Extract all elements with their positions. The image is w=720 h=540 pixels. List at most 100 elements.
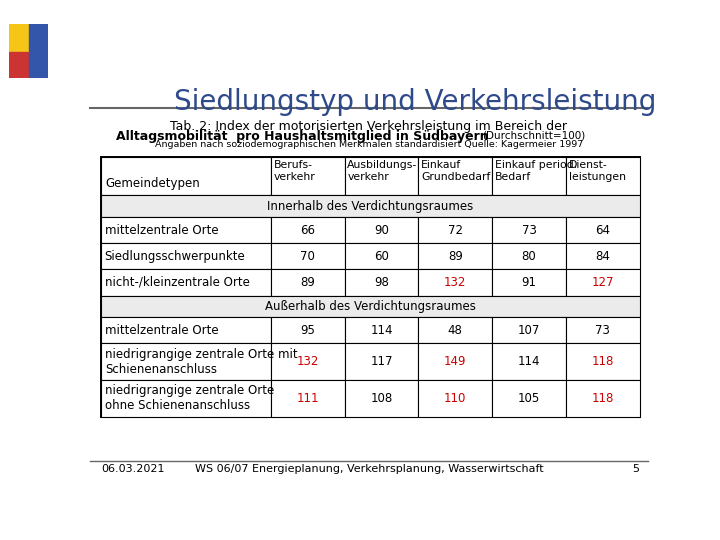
Text: 108: 108 xyxy=(370,392,392,405)
Bar xyxy=(101,157,271,195)
Bar xyxy=(418,243,492,269)
Bar xyxy=(30,24,48,51)
Text: 127: 127 xyxy=(592,276,614,289)
Text: 48: 48 xyxy=(448,324,463,337)
Text: (Durchschnitt=100): (Durchschnitt=100) xyxy=(482,130,585,140)
Text: 149: 149 xyxy=(444,355,467,368)
Bar xyxy=(271,343,345,380)
Text: 72: 72 xyxy=(448,224,463,237)
Text: 60: 60 xyxy=(374,250,389,263)
Bar xyxy=(566,157,639,195)
Text: 91: 91 xyxy=(521,276,536,289)
Text: nicht-/kleinzentrale Orte: nicht-/kleinzentrale Orte xyxy=(104,276,249,289)
Text: 06.03.2021: 06.03.2021 xyxy=(101,464,165,474)
Bar xyxy=(418,157,492,195)
Bar xyxy=(418,343,492,380)
Text: Einkauf period.
Bedarf: Einkauf period. Bedarf xyxy=(495,160,577,182)
Text: 89: 89 xyxy=(448,250,463,263)
Bar xyxy=(9,52,27,78)
Text: 118: 118 xyxy=(592,355,614,368)
Text: Berufs-
verkehr: Berufs- verkehr xyxy=(274,160,315,182)
Bar xyxy=(271,380,345,416)
Bar xyxy=(271,269,345,295)
Text: niedrigrangige zentrale Orte
ohne Schienenanschluss: niedrigrangige zentrale Orte ohne Schien… xyxy=(105,384,274,412)
Text: 117: 117 xyxy=(370,355,392,368)
Bar xyxy=(418,269,492,295)
Text: 84: 84 xyxy=(595,250,610,263)
Text: 89: 89 xyxy=(300,276,315,289)
Text: Ausbildungs-
verkehr: Ausbildungs- verkehr xyxy=(347,160,418,182)
Text: Siedlungstyp und Verkehrsleistung: Siedlungstyp und Verkehrsleistung xyxy=(174,87,656,116)
Bar xyxy=(566,269,639,295)
Text: 64: 64 xyxy=(595,224,611,237)
Text: 132: 132 xyxy=(297,355,319,368)
Bar xyxy=(492,243,566,269)
Text: 114: 114 xyxy=(518,355,540,368)
Text: 73: 73 xyxy=(595,324,610,337)
Text: Dienst-
leistungen: Dienst- leistungen xyxy=(569,160,626,182)
Bar xyxy=(101,217,271,243)
Bar xyxy=(345,380,418,416)
Bar xyxy=(345,269,418,295)
Text: Angaben nach soziodemographischen Merkmalen standardisiert Quelle: Kagermeier 19: Angaben nach soziodemographischen Merkma… xyxy=(155,140,583,150)
Text: Innerhalb des Verdichtungsraumes: Innerhalb des Verdichtungsraumes xyxy=(267,200,474,213)
Bar xyxy=(101,380,271,416)
Bar xyxy=(492,343,566,380)
Text: Gemeindetypen: Gemeindetypen xyxy=(105,177,200,191)
Bar xyxy=(101,295,639,317)
Bar xyxy=(492,317,566,343)
Bar xyxy=(492,217,566,243)
Bar xyxy=(566,380,639,416)
Bar xyxy=(30,52,48,78)
Text: 132: 132 xyxy=(444,276,467,289)
Bar xyxy=(271,157,345,195)
Bar xyxy=(418,217,492,243)
Text: 70: 70 xyxy=(300,250,315,263)
Bar xyxy=(345,317,418,343)
Bar xyxy=(101,269,271,295)
Text: 114: 114 xyxy=(370,324,392,337)
Bar xyxy=(101,157,639,416)
Text: 95: 95 xyxy=(300,324,315,337)
Bar xyxy=(418,317,492,343)
Bar xyxy=(566,317,639,343)
Bar xyxy=(9,24,27,51)
Bar xyxy=(271,243,345,269)
Bar xyxy=(566,217,639,243)
Bar xyxy=(418,380,492,416)
Bar xyxy=(101,343,271,380)
Bar xyxy=(492,380,566,416)
Text: 107: 107 xyxy=(518,324,540,337)
Text: Alltagsmobilität  pro Haushaltsmitglied in Südbayern: Alltagsmobilität pro Haushaltsmitglied i… xyxy=(116,130,488,143)
Text: Außerhalb des Verdichtungsraumes: Außerhalb des Verdichtungsraumes xyxy=(265,300,476,313)
Text: 80: 80 xyxy=(521,250,536,263)
Text: mittelzentrale Orte: mittelzentrale Orte xyxy=(105,324,219,337)
Text: Einkauf
Grundbedarf: Einkauf Grundbedarf xyxy=(421,160,490,182)
Text: 90: 90 xyxy=(374,224,389,237)
Bar xyxy=(492,157,566,195)
Bar xyxy=(101,195,639,217)
Text: 98: 98 xyxy=(374,276,389,289)
Bar xyxy=(345,157,418,195)
Bar xyxy=(345,243,418,269)
Text: 105: 105 xyxy=(518,392,540,405)
Text: 66: 66 xyxy=(300,224,315,237)
Text: 5: 5 xyxy=(633,464,639,474)
Bar xyxy=(101,243,271,269)
Bar xyxy=(566,343,639,380)
Bar xyxy=(271,317,345,343)
Text: 111: 111 xyxy=(297,392,319,405)
Text: Siedlungsschwerpunkte: Siedlungsschwerpunkte xyxy=(104,250,246,263)
Text: 118: 118 xyxy=(592,392,614,405)
Bar xyxy=(271,217,345,243)
Text: niedrigrangige zentrale Orte mit
Schienenanschluss: niedrigrangige zentrale Orte mit Schiene… xyxy=(105,348,297,376)
Text: WS 06/07 Energieplanung, Verkehrsplanung, Wasserwirtschaft: WS 06/07 Energieplanung, Verkehrsplanung… xyxy=(194,464,544,474)
Text: Tab. 2: Index der motorisierten Verkehrsleistung im Bereich der: Tab. 2: Index der motorisierten Verkehrs… xyxy=(171,120,567,133)
Bar xyxy=(101,317,271,343)
Text: 110: 110 xyxy=(444,392,467,405)
Bar xyxy=(345,343,418,380)
Bar xyxy=(492,269,566,295)
Text: 73: 73 xyxy=(521,224,536,237)
Bar xyxy=(345,217,418,243)
Bar xyxy=(566,243,639,269)
